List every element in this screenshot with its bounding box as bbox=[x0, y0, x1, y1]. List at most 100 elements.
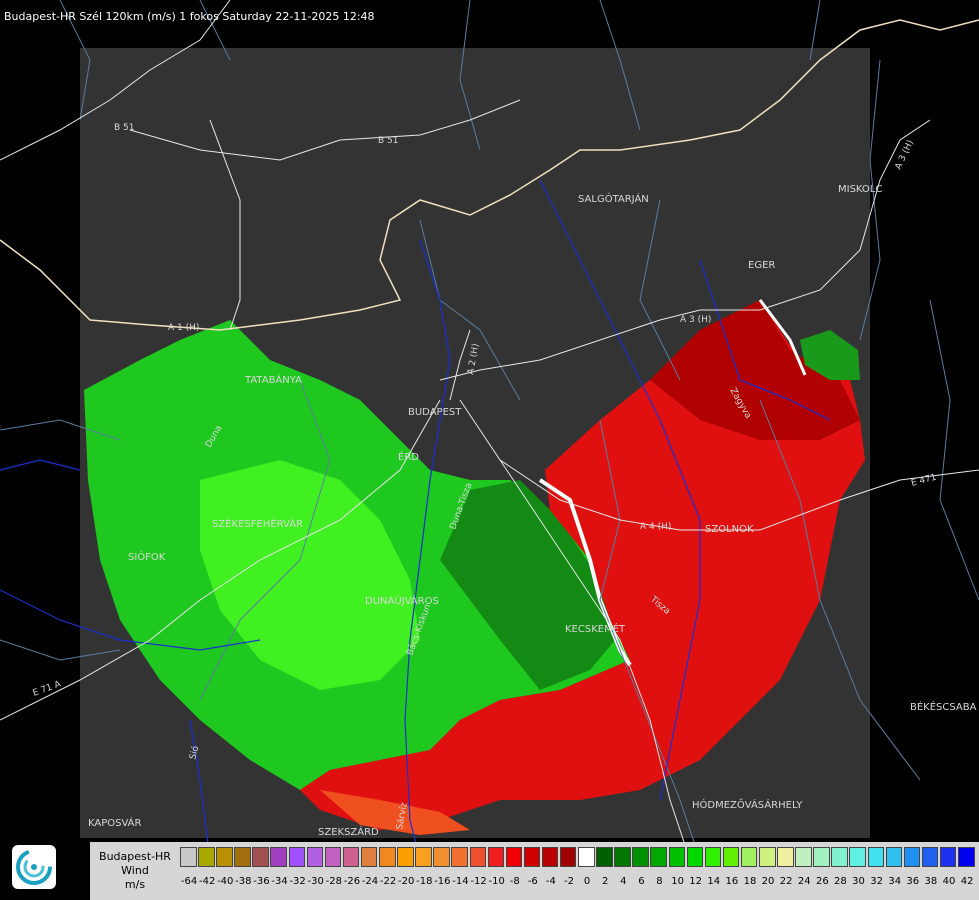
legend-tick-label: -14 bbox=[452, 876, 469, 887]
legend-tick-label: 14 bbox=[707, 876, 721, 887]
legend-swatch bbox=[849, 847, 866, 867]
city-eger: EGER bbox=[748, 260, 775, 271]
city-labels: SALGÓTARJÁN EGER MISKOLC TATABÁNYA BUDAP… bbox=[88, 184, 977, 838]
legend-swatch bbox=[903, 847, 921, 867]
white-boundary-2 bbox=[758, 299, 807, 376]
legend-tick-label: 34 bbox=[888, 876, 902, 887]
legend-tick-label: 22 bbox=[779, 876, 793, 887]
city-szekszard: SZEKSZÁRD bbox=[318, 825, 379, 838]
city-salgotarjan: SALGÓTARJÁN bbox=[578, 192, 649, 205]
legend-swatch bbox=[487, 847, 505, 867]
legend-swatch bbox=[451, 847, 468, 867]
legend-tick-label: -12 bbox=[470, 876, 487, 887]
road-e471: E 471 bbox=[910, 473, 937, 489]
legend-swatch bbox=[614, 847, 631, 867]
legend-swatch bbox=[759, 847, 776, 867]
legend-quantity: Wind bbox=[121, 864, 149, 877]
legend-swatch bbox=[958, 847, 975, 867]
legend-swatch bbox=[180, 847, 197, 867]
legend-tick-label: 16 bbox=[725, 876, 739, 887]
legend-swatch bbox=[813, 847, 830, 867]
legend-tick-label: -30 bbox=[307, 876, 324, 887]
legend-tick-label: 42 bbox=[960, 876, 974, 887]
borders bbox=[0, 0, 979, 861]
country-border bbox=[0, 19, 979, 331]
green-echo-ne bbox=[800, 330, 860, 380]
legend-tick-label: 26 bbox=[815, 876, 829, 887]
river-sarviz: Sárvíz bbox=[395, 801, 410, 830]
road-b51-east: B 51 bbox=[378, 136, 399, 146]
legend-tick-label: 18 bbox=[743, 876, 757, 887]
legend-station: Budapest-HR bbox=[99, 850, 171, 863]
legend-swatch bbox=[541, 847, 559, 867]
legend-tick-label: -2 bbox=[564, 876, 574, 887]
legend-swatch bbox=[505, 847, 523, 867]
legend-swatch bbox=[939, 847, 957, 867]
city-bekescsaba: BÉKÉSCSABA bbox=[910, 700, 977, 713]
legend-tick-label: 38 bbox=[924, 876, 938, 887]
legend-swatch bbox=[668, 847, 686, 867]
legend-swatch bbox=[288, 847, 306, 867]
legend-swatch bbox=[306, 847, 324, 867]
bright-green-echo bbox=[200, 460, 420, 690]
legend-tick-label: 20 bbox=[761, 876, 775, 887]
road-a3-north: A 3 (H) bbox=[894, 139, 916, 172]
legend-swatch bbox=[324, 847, 342, 867]
legend-tick-label: -6 bbox=[527, 876, 538, 887]
legend-tick-label: -28 bbox=[325, 876, 342, 887]
legend-swatch bbox=[921, 847, 939, 867]
color-legend: Budapest-HR Wind m/s -64 -42 -40 -38 -36 -34-… bbox=[90, 842, 979, 900]
legend-swatch bbox=[397, 847, 414, 867]
legend-tick-label: -4 bbox=[545, 876, 556, 887]
road-a3-mid: A 3 (H) bbox=[680, 315, 711, 325]
legend-swatch bbox=[234, 847, 251, 867]
legend-tick-label: -36 bbox=[253, 876, 270, 887]
road-b51-west: B 51 bbox=[114, 123, 135, 133]
legend-tick-label: 6 bbox=[638, 876, 645, 887]
city-siofok: SIÓFOK bbox=[128, 550, 166, 563]
legend-tick-label: -10 bbox=[488, 876, 505, 887]
legend-swatch bbox=[704, 847, 722, 867]
white-boundary bbox=[538, 478, 632, 667]
legend-swatch bbox=[650, 847, 667, 867]
roads bbox=[0, 0, 979, 861]
legend-swatch bbox=[722, 847, 740, 867]
page-title: Budapest-HR Szél 120km (m/s) 1 fokos Sat… bbox=[4, 10, 375, 23]
legend-tick-label: 2 bbox=[602, 876, 609, 887]
legend-swatch bbox=[831, 847, 848, 867]
legend-tick-label: 28 bbox=[834, 876, 847, 887]
legend-swatch bbox=[270, 847, 287, 867]
dark-red-echo bbox=[650, 300, 860, 440]
city-kecskemet: KECSKEMÉT bbox=[565, 622, 626, 635]
legend-swatch bbox=[596, 847, 613, 867]
legend-swatch bbox=[740, 847, 758, 867]
legend-swatch bbox=[559, 847, 577, 867]
road-a1: A 1 (H) bbox=[168, 323, 199, 333]
legend-swatch bbox=[686, 847, 704, 867]
legend-tick-label: -20 bbox=[398, 876, 415, 887]
legend-swatches bbox=[180, 847, 976, 867]
city-budapest: BUDAPEST bbox=[408, 407, 462, 418]
city-tatabanya: TATABÁNYA bbox=[244, 373, 302, 386]
legend-tick-label: 24 bbox=[797, 876, 811, 887]
city-szolnok: SZOLNOK bbox=[705, 524, 754, 535]
legend-tick-label: -16 bbox=[434, 876, 451, 887]
legend-ticks: -64 -42 -40 -38 -36 -34 -32 -30 -28 -26 -24 -22 -20-… bbox=[180, 876, 976, 887]
legend-tick-label: 8 bbox=[656, 876, 663, 887]
legend-swatch bbox=[415, 847, 432, 867]
legend-tick-label: -24 bbox=[361, 876, 379, 887]
legend-swatch bbox=[523, 847, 541, 867]
legend-swatch bbox=[795, 847, 812, 867]
legend-tick-label: 40 bbox=[942, 876, 956, 887]
legend-tick-label: -64 bbox=[180, 876, 198, 887]
rivers bbox=[0, 179, 831, 861]
legend-tick-label: 30 bbox=[852, 876, 865, 887]
legend-tick-label: 4 bbox=[620, 876, 627, 887]
city-erd: ÉRD bbox=[398, 450, 419, 463]
legend-label: Budapest-HR Wind m/s bbox=[90, 842, 180, 900]
legend-tick-label: 32 bbox=[870, 876, 883, 887]
legend-swatch bbox=[379, 847, 396, 867]
legend-swatch bbox=[777, 847, 794, 867]
city-miskolc: MISKOLC bbox=[838, 184, 882, 195]
